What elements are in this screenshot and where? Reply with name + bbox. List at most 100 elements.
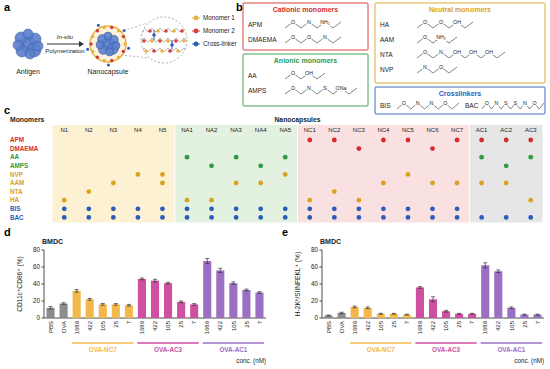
plot-area xyxy=(46,259,263,319)
table-dot xyxy=(234,181,239,186)
zoom-monomer xyxy=(158,39,162,43)
structure-atom: O xyxy=(291,85,295,91)
table-dot xyxy=(209,198,214,203)
bar xyxy=(99,304,107,318)
table-dot xyxy=(406,215,411,220)
error-bar xyxy=(470,313,474,315)
bar xyxy=(324,315,332,318)
table-dot xyxy=(479,181,484,186)
structure-atom: O xyxy=(439,64,443,70)
error-bar-cap xyxy=(392,313,396,314)
group-line xyxy=(137,342,198,344)
row-label: BAC xyxy=(10,214,24,221)
monomer-name: APM xyxy=(248,21,262,28)
structure-atom: N xyxy=(416,100,420,106)
panel-label: e xyxy=(282,226,288,238)
structure-atom: OH xyxy=(469,49,477,55)
table-dot xyxy=(283,206,288,211)
bar xyxy=(533,315,541,318)
table-row-header: Monomers xyxy=(10,116,45,123)
structure-atom: N xyxy=(307,19,311,25)
table-dot xyxy=(356,198,361,203)
structure-atom: O xyxy=(485,100,489,106)
structure-atom: O xyxy=(402,100,406,106)
monomer-name: DMAEMA xyxy=(248,36,277,43)
figure: abcdeAntigenIn-situPolymerizationNanocap… xyxy=(0,0,550,369)
bar xyxy=(520,315,528,318)
row-label: NVP xyxy=(10,171,23,178)
monomer-box xyxy=(243,54,368,106)
table-dot xyxy=(283,215,288,220)
error-bar-cap xyxy=(535,315,539,316)
y-tick xyxy=(42,301,45,302)
plot-area xyxy=(324,263,541,318)
group-line xyxy=(415,342,476,344)
group-label: OVA-NC7 xyxy=(89,346,117,353)
zoom-chain xyxy=(140,48,188,52)
zoom-monomer xyxy=(160,49,164,53)
bar xyxy=(151,281,159,318)
table-dot xyxy=(332,189,337,194)
table-dot xyxy=(332,215,337,220)
table-dot xyxy=(111,215,116,220)
y-tick xyxy=(42,318,45,319)
table-dot xyxy=(136,206,141,211)
zoom-content xyxy=(140,28,188,53)
table-dot xyxy=(307,215,312,220)
error-bar xyxy=(496,270,500,273)
capsule-monomer xyxy=(117,29,120,32)
row-label: AAM xyxy=(10,179,24,186)
column-group-band xyxy=(53,125,175,222)
legend-label: Monomer 2 xyxy=(203,27,235,34)
y-tick-label: 40 xyxy=(33,280,41,287)
column-group-band xyxy=(175,125,297,222)
capsule-crosslinker xyxy=(127,47,130,50)
structure-atom: ONa xyxy=(336,85,347,91)
zoom-monomer xyxy=(180,29,184,33)
error-bar xyxy=(431,297,435,302)
column-label: N1 xyxy=(60,127,68,133)
error-bar-cap xyxy=(88,300,92,301)
table-dot xyxy=(430,146,435,151)
error-bar-cap xyxy=(444,312,448,313)
legend-label: Monomer 1 xyxy=(203,14,235,21)
error-bar-cap xyxy=(470,314,474,315)
zoom-monomer xyxy=(172,29,176,33)
error-bar-cap xyxy=(127,304,131,305)
error-bar-cap xyxy=(340,313,344,314)
table-dot xyxy=(455,206,460,211)
structure-atom: N xyxy=(439,49,443,55)
y-tick-label: 0 xyxy=(314,314,318,321)
zoom-monomer xyxy=(148,29,152,33)
error-bar xyxy=(244,289,248,291)
bar xyxy=(112,304,120,318)
table-dot xyxy=(455,215,460,220)
structure-atom: O xyxy=(532,100,536,106)
bar xyxy=(429,299,437,318)
column-label: N4 xyxy=(134,127,142,133)
monomer-box xyxy=(375,3,545,83)
process-label: Polymerization xyxy=(45,48,84,54)
bar xyxy=(455,314,463,318)
error-bar xyxy=(257,292,261,294)
monomer-name: HA xyxy=(380,21,390,28)
y-tick-label: 20 xyxy=(33,297,41,304)
structure-atom: O xyxy=(291,70,295,76)
error-bar xyxy=(392,313,396,315)
error-bar xyxy=(114,304,118,306)
bar xyxy=(125,305,133,318)
error-bar-cap xyxy=(431,296,435,297)
bar xyxy=(73,291,81,318)
structure-atom: OH xyxy=(453,19,461,25)
x-tick-label: OVA xyxy=(61,321,67,333)
antigen-blob xyxy=(96,41,104,49)
column-label: NC3 xyxy=(353,127,366,133)
arrow-head xyxy=(79,41,84,47)
x-tick-label: 105 xyxy=(443,320,449,331)
structure-atom: O xyxy=(307,34,311,40)
panel-label: c xyxy=(4,104,10,116)
zoom-monomer xyxy=(152,49,156,53)
bar xyxy=(351,307,359,318)
capsule-monomer xyxy=(103,26,106,29)
table-dot xyxy=(234,215,239,220)
